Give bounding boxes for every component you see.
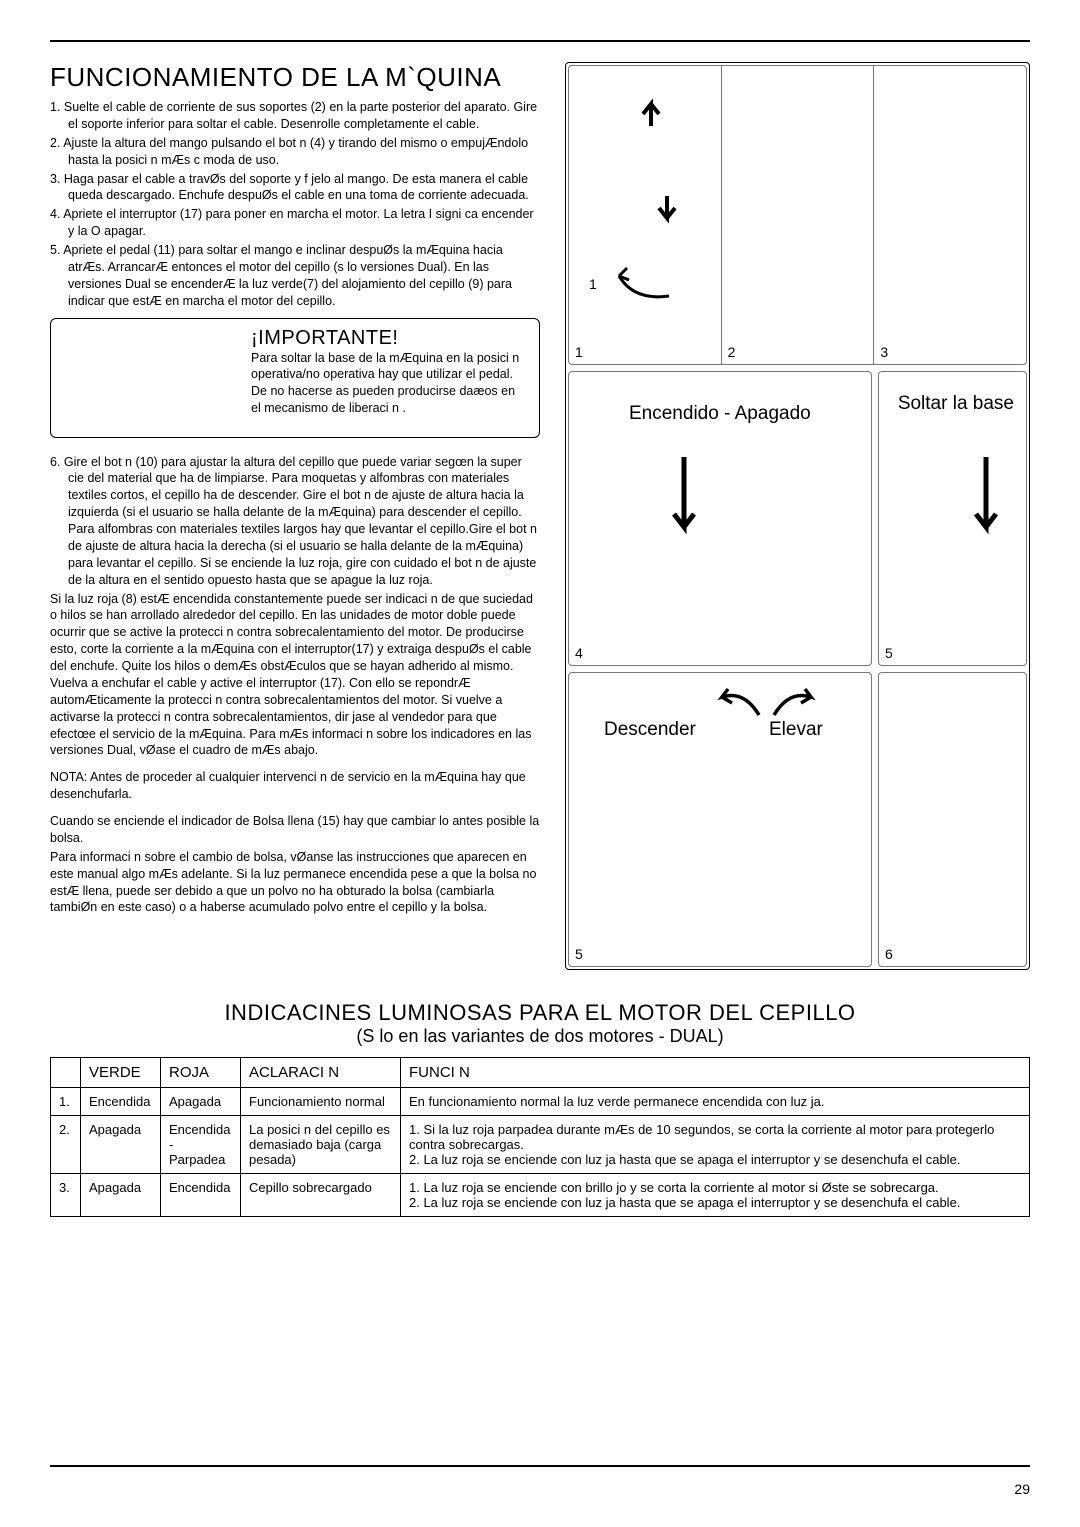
main-heading: FUNCIONAMIENTO DE LA M`QUINA — [50, 62, 540, 93]
right-column: 1 1 2 3 Encendido - Apagado 4 Soltar — [565, 62, 1030, 970]
panel-number: 5 — [575, 946, 583, 962]
down-arrow-icon — [971, 452, 1001, 542]
page-number: 29 — [1014, 1481, 1030, 1497]
table-header: VERDE — [81, 1058, 161, 1088]
body-paragraph: Para informaci n sobre el cambio de bols… — [50, 849, 540, 917]
up-down-arrow-icon — [639, 96, 679, 226]
curve-arrow-icon — [609, 266, 679, 316]
table-cell: Encendida — [161, 1174, 241, 1217]
table-header — [51, 1058, 81, 1088]
down-arrow-icon — [669, 452, 699, 542]
body-paragraph: Cuando se enciende el indicador de Bolsa… — [50, 813, 540, 847]
diagram-panel-top: 1 1 2 3 — [568, 65, 1027, 365]
instruction-item: 6. Gire el bot n (10) para ajustar la al… — [50, 454, 540, 589]
diagram-label-encendido: Encendido - Apagado — [629, 402, 811, 426]
panel-number: 5 — [885, 645, 893, 661]
table-cell: 3. — [51, 1174, 81, 1217]
diagram-label-descender: Descender — [604, 718, 696, 742]
left-column: FUNCIONAMIENTO DE LA M`QUINA 1. Suelte e… — [50, 62, 540, 970]
table-header: FUNCI N — [401, 1058, 1030, 1088]
diagram-panel-5b: Descender Elevar 5 — [568, 672, 872, 967]
table-cell: Encendida - Parpadea — [161, 1116, 241, 1174]
table-cell: La posici n del cepillo es demasiado baj… — [241, 1116, 401, 1174]
diagram-panel-6: 6 — [878, 672, 1027, 967]
main-content: FUNCIONAMIENTO DE LA M`QUINA 1. Suelte e… — [50, 62, 1030, 970]
panel-number: 3 — [880, 344, 888, 360]
panel-number: 4 — [575, 645, 583, 661]
panel-number: 1 — [575, 344, 583, 360]
table-title: INDICACINES LUMINOSAS PARA EL MOTOR DEL … — [50, 1000, 1030, 1026]
panel-number: 6 — [885, 946, 893, 962]
table-cell: 1. — [51, 1088, 81, 1116]
panel-number: 2 — [728, 344, 736, 360]
diagram-ref-label: 1 — [589, 276, 597, 292]
table-cell: Encendida — [81, 1088, 161, 1116]
table-cell: Apagada — [81, 1174, 161, 1217]
table-cell: 1. Si la luz roja parpadea durante mÆs d… — [401, 1116, 1030, 1174]
diagram-label-elevar: Elevar — [769, 718, 823, 742]
instructions-list: 1. Suelte el cable de corriente de sus s… — [50, 99, 540, 310]
table-row: 3. Apagada Encendida Cepillo sobrecargad… — [51, 1174, 1030, 1217]
instruction-item: 5. Apriete el pedal (11) para soltar el … — [50, 242, 540, 310]
important-callout: ¡IMPORTANTE! Para soltar la base de la m… — [50, 318, 540, 438]
body-paragraph: Si la luz roja (8) estÆ encendida consta… — [50, 591, 540, 760]
instruction-item: 4. Apriete el interruptor (17) para pone… — [50, 206, 540, 240]
table-subtitle: (S lo en las variantes de dos motores - … — [50, 1026, 1030, 1047]
top-rule — [50, 40, 1030, 42]
instruction-item: 2. Ajuste la altura del mango pulsando e… — [50, 135, 540, 169]
instruction-6: 6. Gire el bot n (10) para ajustar la al… — [50, 454, 540, 589]
table-row: 1. Encendida Apagada Funcionamiento norm… — [51, 1088, 1030, 1116]
indicator-table: VERDE ROJA ACLARACI N FUNCI N 1. Encendi… — [50, 1057, 1030, 1217]
curve-left-arrow-icon — [714, 685, 764, 720]
table-cell: En funcionamiento normal la luz verde pe… — [401, 1088, 1030, 1116]
bottom-rule — [50, 1465, 1030, 1467]
table-header: ROJA — [161, 1058, 241, 1088]
table-cell: 1. La luz roja se enciende con brillo jo… — [401, 1174, 1030, 1217]
table-cell: Apagada — [161, 1088, 241, 1116]
table-cell: Cepillo sobrecargado — [241, 1174, 401, 1217]
table-cell: Funcionamiento normal — [241, 1088, 401, 1116]
table-cell: Apagada — [81, 1116, 161, 1174]
table-cell: 2. — [51, 1116, 81, 1174]
important-text: Para soltar la base de la mÆquina en la … — [251, 350, 525, 418]
diagram-label-soltar: Soltar la base — [898, 392, 1014, 416]
body-paragraph: NOTA: Antes de proceder al cualquier int… — [50, 769, 540, 803]
important-title: ¡IMPORTANTE! — [251, 327, 525, 350]
table-section: INDICACINES LUMINOSAS PARA EL MOTOR DEL … — [50, 1000, 1030, 1217]
curve-right-arrow-icon — [769, 685, 819, 720]
instruction-item: 3. Haga pasar el cable a travØs del sopo… — [50, 171, 540, 205]
diagram-panel-5a: Soltar la base 5 — [878, 371, 1027, 666]
diagram-grid: 1 1 2 3 Encendido - Apagado 4 Soltar — [565, 62, 1030, 970]
instruction-item: 1. Suelte el cable de corriente de sus s… — [50, 99, 540, 133]
table-header: ACLARACI N — [241, 1058, 401, 1088]
diagram-panel-4: Encendido - Apagado 4 — [568, 371, 872, 666]
table-row: 2. Apagada Encendida - Parpadea La posic… — [51, 1116, 1030, 1174]
